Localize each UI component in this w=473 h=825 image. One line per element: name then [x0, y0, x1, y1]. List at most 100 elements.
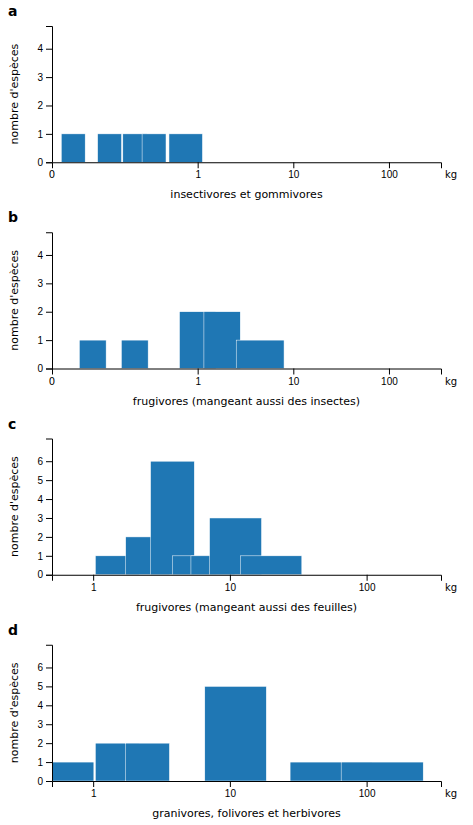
- y-tick-mark: [46, 724, 52, 725]
- x-tick-mark: [293, 162, 294, 168]
- y-axis-title: nombre d'espèces: [8, 250, 21, 351]
- x-tick: 1: [195, 162, 201, 180]
- x-tick: 1: [195, 369, 201, 387]
- x-axis-line: [53, 782, 442, 788]
- bar: [169, 134, 202, 162]
- x-tick-label: 1: [91, 582, 97, 593]
- x-tick-label: 1: [195, 169, 201, 180]
- y-tick: 0: [37, 776, 52, 787]
- y-tick-label: 2: [37, 100, 43, 111]
- bars: [95, 461, 301, 575]
- y-tick-label: 2: [37, 738, 43, 749]
- annotation: kg: [445, 169, 457, 180]
- x-tick-label: 100: [359, 788, 376, 799]
- x-tick-mark: [230, 575, 231, 581]
- y-tick-label: 4: [37, 494, 43, 505]
- bar: [61, 134, 85, 162]
- y-tick-mark: [46, 781, 52, 782]
- x-tick-mark: [93, 781, 94, 787]
- x-tick-mark: [198, 369, 199, 375]
- x-tick: 10: [225, 781, 237, 799]
- y-tick-label: 0: [37, 569, 43, 580]
- y-tick-mark: [46, 461, 52, 462]
- y-axis: 0 1 2 3 4: [37, 27, 52, 168]
- x-axis-title: insectivores et gommivores: [170, 188, 323, 201]
- y-tick: 4: [37, 43, 52, 54]
- x-tick-label: 10: [225, 788, 237, 799]
- y-tick: 0: [37, 157, 52, 168]
- y-tick-label: 3: [37, 72, 43, 83]
- y-axis: 0 1 2 3 4: [37, 233, 52, 374]
- y-tick-label: 0: [37, 776, 43, 787]
- y-tick: 4: [37, 494, 52, 505]
- y-tick-label: 0: [37, 363, 43, 374]
- x-tick: 10: [288, 162, 300, 180]
- y-tick-mark: [46, 686, 52, 687]
- x-axis: 1 10 100: [53, 781, 442, 799]
- y-tick-label: 2: [37, 306, 43, 317]
- bar: [126, 743, 170, 781]
- panel: 1 10 100 0 1 2 3 40 kg insectivores et gommivores…: [8, 3, 457, 201]
- y-tick-mark: [46, 518, 52, 519]
- bar: [98, 134, 122, 162]
- panel-title: a: [8, 3, 17, 19]
- y-tick-mark: [46, 537, 52, 538]
- y-tick-mark: [46, 499, 52, 500]
- x-tick-mark: [230, 781, 231, 787]
- y-tick-mark: [46, 369, 52, 370]
- y-tick-label: 3: [37, 513, 43, 524]
- y-tick-mark: [46, 667, 52, 668]
- x-tick-label: 10: [288, 376, 300, 387]
- y-tick: 6: [37, 456, 52, 467]
- x-tick-mark: [367, 781, 368, 787]
- bar: [52, 762, 94, 781]
- y-tick: 4: [37, 250, 52, 261]
- panel: 110100012340kgfrugivores (mangeant aussi…: [8, 209, 457, 407]
- x-tick-label: 100: [381, 169, 398, 180]
- x-tick: 1: [91, 781, 97, 799]
- y-tick-label: 6: [37, 662, 43, 673]
- y-tick-label: 1: [37, 551, 43, 562]
- x-tick-mark: [198, 162, 199, 168]
- y-tick-mark: [46, 134, 52, 135]
- y-tick: 0: [37, 363, 52, 374]
- y-tick-label: 3: [37, 719, 43, 730]
- x-tick: 10: [288, 369, 300, 387]
- panel-title: b: [8, 209, 18, 225]
- y-axis-line: [46, 439, 53, 575]
- y-tick: 3: [37, 719, 52, 730]
- annotation: kg: [445, 788, 457, 799]
- y-tick-label: 4: [37, 43, 43, 54]
- figure: 110100012340kginsectivores et gommivores…: [0, 0, 473, 825]
- y-tick: 3: [37, 278, 52, 289]
- y-tick-mark: [46, 705, 52, 706]
- y-tick-mark: [46, 762, 52, 763]
- bar: [204, 312, 240, 369]
- x-tick-mark: [367, 575, 368, 581]
- x-tick: 100: [359, 575, 376, 593]
- y-tick-label: 5: [37, 681, 43, 692]
- y-tick: 4: [37, 700, 52, 711]
- x-tick: 100: [381, 369, 398, 387]
- y-tick-mark: [46, 743, 52, 744]
- y-axis-line: [46, 233, 53, 369]
- y-tick-mark: [46, 255, 52, 256]
- y-tick-mark: [46, 340, 52, 341]
- panel-title: d: [8, 622, 18, 638]
- y-tick: 3: [37, 72, 52, 83]
- x-tick-label: 1: [91, 788, 97, 799]
- bars: [79, 312, 284, 369]
- y-tick: 1: [37, 129, 52, 140]
- y-tick-mark: [46, 556, 52, 557]
- y-tick: 5: [37, 475, 52, 486]
- x-tick: 10: [225, 575, 237, 593]
- bars: [52, 686, 423, 781]
- y-tick-label: 1: [37, 335, 43, 346]
- y-tick-label: 2: [37, 532, 43, 543]
- y-axis: 0123456: [37, 645, 52, 786]
- y-tick-label: 0: [37, 157, 43, 168]
- y-tick-label: 5: [37, 475, 43, 486]
- bar: [205, 686, 267, 781]
- y-tick: 6: [37, 662, 52, 673]
- y-tick-label: 1: [37, 129, 43, 140]
